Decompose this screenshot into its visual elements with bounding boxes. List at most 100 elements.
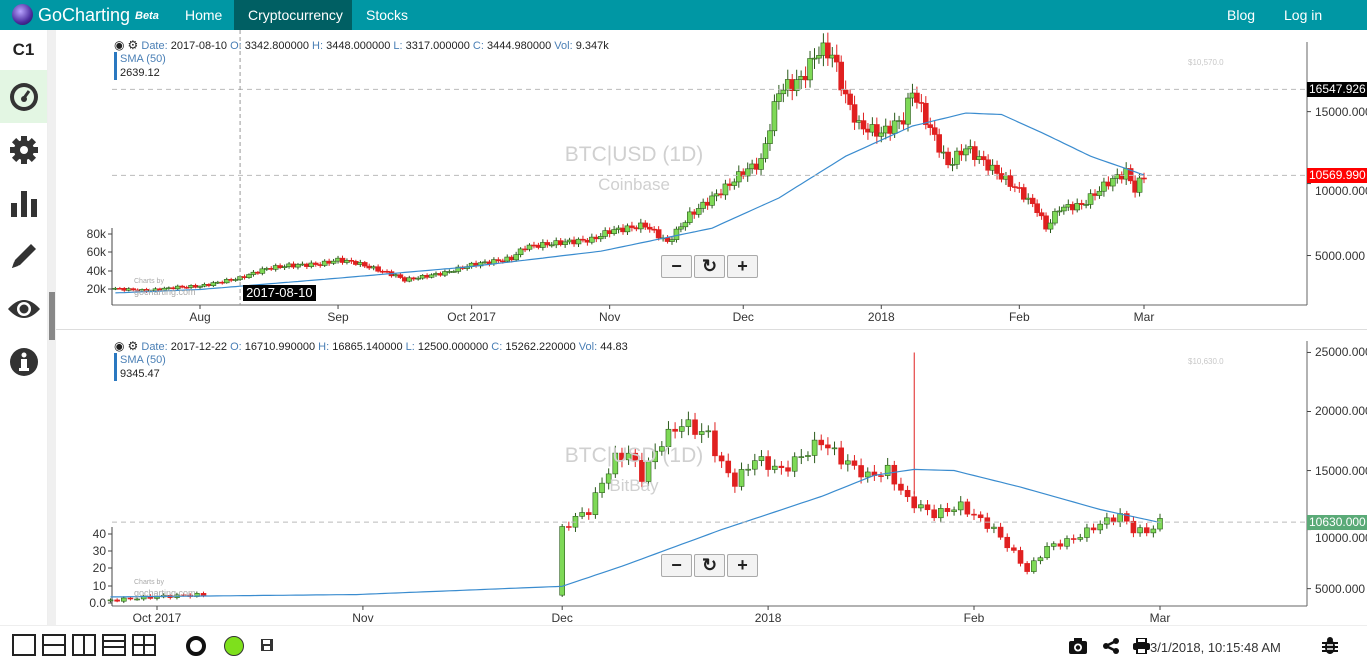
zoom-in-button[interactable]: +: [727, 554, 758, 577]
zoom-controls: − ↻ +: [661, 255, 758, 278]
nav-blog[interactable]: Blog: [1227, 7, 1256, 23]
visibility-icon[interactable]: ◉: [114, 38, 125, 52]
zoom-out-button[interactable]: −: [661, 255, 692, 278]
candle-down: [927, 124, 934, 128]
sma-label[interactable]: SMA (50): [120, 53, 166, 65]
brand-name[interactable]: GoCharting: [38, 5, 131, 25]
sma-legend[interactable]: SMA (50) 9345.47: [114, 353, 166, 381]
y-tick-label: 20000.000: [1315, 404, 1367, 419]
candle-down: [1127, 168, 1134, 182]
candle-up: [645, 461, 652, 482]
candle-down: [818, 439, 825, 446]
candle-up: [682, 222, 689, 228]
candle-down: [984, 517, 991, 529]
candle-up: [731, 181, 738, 186]
bug-icon[interactable]: [1322, 637, 1338, 655]
candle-down: [1090, 527, 1097, 531]
credit-line2: gocharting.com: [134, 287, 196, 297]
info-value-o: 3342.800000: [244, 40, 309, 52]
candle-down: [580, 238, 586, 241]
candle-up: [891, 120, 898, 134]
candle-down: [1078, 203, 1085, 205]
candle-up: [625, 452, 632, 461]
info-button[interactable]: [0, 335, 47, 388]
dashboard-button[interactable]: [0, 70, 47, 123]
candle-up: [1074, 203, 1081, 211]
draw-button[interactable]: [0, 229, 47, 282]
candle-up: [548, 244, 555, 247]
layout-rows-button[interactable]: [102, 634, 126, 656]
status-indicator[interactable]: [224, 636, 244, 656]
nav-login[interactable]: Log in: [1284, 7, 1323, 23]
layout-split-vertical-button[interactable]: [72, 634, 96, 656]
volume-tick-label: 60k: [86, 245, 106, 259]
info-key-c: C:: [488, 341, 506, 353]
candle-down: [1110, 517, 1117, 523]
x-tick-label: Mar: [1149, 611, 1171, 625]
info-value-date: 2017-12-22: [170, 341, 228, 353]
candle-up: [517, 248, 524, 255]
chart-pane-coinbase[interactable]: 15000.000 10000.000 5000.000 80k 60k 40k 20k Au…: [56, 30, 1367, 330]
candle-down: [945, 151, 951, 166]
candle-up: [559, 526, 565, 596]
chart-pane-bitbay[interactable]: 25000.000 20000.000 15000.000 10000.000 5000…: [56, 331, 1367, 625]
scrollbar-thumb[interactable]: [49, 292, 55, 340]
visibility-button[interactable]: [0, 282, 47, 335]
candle-up: [963, 148, 969, 156]
price-tag: 16547.926: [1307, 82, 1367, 98]
candle-down: [860, 120, 867, 130]
reset-zoom-button[interactable]: ↻: [694, 554, 725, 577]
nav-stocks[interactable]: Stocks: [366, 7, 409, 23]
settings-button[interactable]: [0, 123, 47, 176]
theme-toggle-button[interactable]: [186, 636, 206, 656]
camera-icon[interactable]: [1068, 638, 1088, 654]
candle-up: [673, 228, 680, 240]
candle-up: [428, 274, 435, 278]
layout-split-horizontal-button[interactable]: [42, 634, 66, 656]
sma-label[interactable]: SMA (50): [120, 354, 166, 366]
candle-down: [348, 260, 355, 262]
candle-up: [807, 58, 813, 81]
candle-down: [361, 262, 368, 267]
candle-down: [712, 430, 718, 457]
sma-legend[interactable]: SMA (50) 2639.12: [114, 52, 166, 80]
candle-up: [811, 57, 818, 60]
candle-up: [330, 260, 337, 264]
visibility-icon[interactable]: ◉: [114, 339, 125, 353]
settings-icon[interactable]: ⚙: [127, 339, 139, 353]
candle-up: [652, 450, 658, 463]
nav-cryptocurrency[interactable]: Cryptocurrency: [234, 0, 352, 30]
candle-up: [1061, 206, 1067, 212]
layout-grid-button[interactable]: [132, 634, 156, 656]
nav-home[interactable]: Home: [185, 7, 223, 23]
candle-up: [281, 266, 288, 269]
candle-down: [1007, 175, 1014, 187]
y-tick-label: 10000.000: [1315, 531, 1367, 546]
indicators-button[interactable]: [0, 176, 47, 229]
candle-up: [816, 55, 822, 59]
share-icon[interactable]: [1103, 638, 1119, 654]
candle-up: [513, 254, 519, 261]
chart-canvas[interactable]: [56, 331, 1367, 625]
beta-label: Beta: [135, 10, 159, 22]
candle-up: [745, 468, 751, 471]
reset-zoom-button[interactable]: ↻: [694, 255, 725, 278]
x-tick-label: Nov: [598, 310, 621, 324]
candle-down: [914, 92, 920, 103]
candle-up: [134, 598, 140, 601]
zoom-out-button[interactable]: −: [661, 554, 692, 577]
candle-down: [838, 61, 845, 91]
layout-single-button[interactable]: [12, 634, 36, 656]
candle-up: [107, 599, 114, 602]
settings-icon[interactable]: ⚙: [127, 38, 139, 52]
candle-up: [1030, 560, 1037, 572]
save-icon[interactable]: [260, 638, 274, 652]
x-tick-label: Dec: [551, 611, 573, 625]
zoom-in-button[interactable]: +: [727, 255, 758, 278]
y-tick-label: 5000.000: [1315, 248, 1366, 263]
candle-up: [1084, 527, 1090, 538]
chart-credit: Charts by gocharting.com: [134, 578, 196, 599]
print-icon[interactable]: [1133, 638, 1150, 654]
chart-id[interactable]: C1: [12, 40, 35, 59]
sidebar-scrollbar[interactable]: [48, 30, 56, 625]
